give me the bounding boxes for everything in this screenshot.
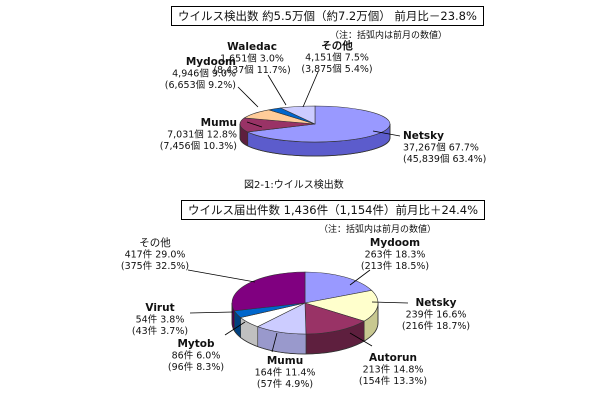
slice-その他 [231,271,306,312]
data-label-Mytob-1: 86件 6.0% [172,350,221,362]
data-label-Mytob-0: Mytob [177,338,215,350]
data-label-Netsky-2: (216件 18.7%) [402,320,470,332]
chart1-title: ウイルス検出数 約5.5万個（約7.2万個） 前月比－23.8% [171,6,484,26]
data-label-Mydoom-2: (6,653個 9.2%) [165,79,236,91]
data-label-Netsky-0: Netsky [403,130,444,142]
slice-Autorun [304,302,365,335]
data-label-Virut-1: 54件 3.8% [136,314,185,326]
data-label-その他-2: (375件 32.5%) [121,260,189,272]
data-label-Netsky-1: 37,267個 67.7% [403,142,479,154]
leader-line-Netsky [371,301,409,304]
leader-line-その他 [302,71,319,108]
chart1-caption: 図2-1:ウイルス検出数 [244,180,344,191]
pie-rim [231,303,379,355]
data-label-Mydoom-1: 4,946個 9.0% [172,68,236,80]
data-label-Mumu-2: (57件 4.9%) [257,378,313,390]
data-label-Netsky-0: Netsky [415,297,456,309]
leader-line-Mydoom [237,86,259,108]
data-label-その他-0: その他 [321,39,353,52]
data-label-Mumu-1: 164件 11.4% [255,367,316,379]
leader-line-Waledac [267,74,287,106]
pie-rim [239,124,391,157]
data-label-Waledac-0: Waledac [227,41,277,53]
leader-line-Mumu [246,121,263,128]
data-label-Mumu-0: Mumu [267,355,303,367]
data-label-Netsky-2: (45,839個 63.4%) [403,153,486,165]
data-label-その他-2: (3,875個 5.4%) [301,63,372,75]
data-label-Mydoom-1: 263件 18.3% [365,249,426,261]
data-label-Mumu-0: Mumu [201,117,237,129]
data-label-その他-0: その他 [139,236,171,249]
slice-Mydoom [304,271,373,304]
data-label-Mydoom-2: (213件 18.5%) [361,260,429,272]
data-label-Virut-2: (43件 3.7%) [132,325,188,337]
slice-Netsky [246,105,391,143]
pie-sides [231,302,379,355]
leader-line-その他 [187,269,256,283]
data-label-Autorun-0: Autorun [369,352,417,364]
slice-その他 [279,105,316,125]
data-label-Mytob-2: (96件 8.3%) [168,361,224,373]
data-label-Virut-0: Virut [145,302,174,314]
data-label-Autorun-2: (154件 13.3%) [359,375,427,387]
data-label-Mydoom-0: Mydoom [370,237,420,249]
data-label-Waledac-1: 1,651個 3.0% [220,53,284,65]
data-label-Mydoom-0: Mydoom [186,56,236,68]
data-label-Autorun-1: 213件 14.8% [363,364,424,376]
leader-line-Netsky [372,130,401,137]
leader-line-Virut [189,311,234,314]
leader-line-Mytob [224,321,246,336]
data-label-Waledac-2: (8,437個 11.7%) [213,64,290,76]
leader-line-Mydoom [349,269,371,286]
data-label-その他-1: 4,151個 7.5% [305,52,369,64]
slice-Netsky [304,290,379,322]
data-label-その他-1: 417件 29.0% [125,249,186,261]
chart2-title: ウイルス届出件数 1,436件（1,154件）前月比＋24.4% [181,200,486,220]
leader-line-Autorun [349,332,373,347]
data-label-Netsky-1: 239件 16.6% [406,309,467,321]
chart1-note: （注：括弧内は前月の数値） [330,31,448,41]
data-label-Mumu-2: (7,456個 10.3%) [160,140,237,152]
data-label-Mumu-1: 7,031個 12.8% [167,129,237,141]
chart2-note: （注：括弧内は前月の数値） [319,225,437,235]
leader-line-Mumu [271,332,278,353]
